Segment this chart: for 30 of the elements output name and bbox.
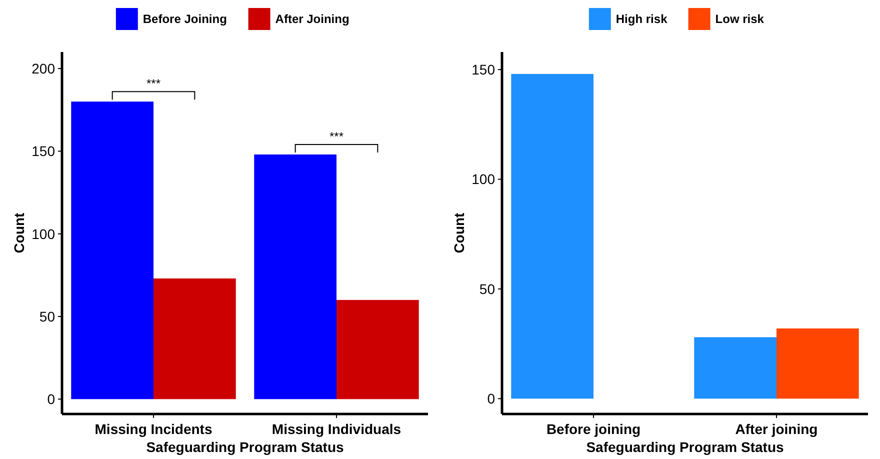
y-tick-label: 200	[32, 60, 56, 77]
y-tick-label: 50	[39, 308, 56, 324]
y-axis-title: Count	[451, 212, 467, 254]
bar	[511, 74, 594, 399]
bar	[694, 337, 776, 399]
y-tick-label: 100	[32, 226, 56, 242]
x-axis-title: Safeguarding Program Status	[146, 439, 344, 455]
x-tick-label: Before joining	[546, 421, 641, 437]
legend-label: Low risk	[715, 12, 764, 26]
annotation: ***	[146, 76, 161, 91]
bar	[154, 278, 236, 400]
bar	[254, 154, 336, 400]
x-axis-title: Safeguarding Program Status	[586, 439, 784, 455]
y-tick-label: 0	[47, 391, 56, 408]
bar	[776, 328, 859, 399]
y-tick-label: 150	[472, 62, 496, 78]
y-axis-title: Count	[11, 212, 27, 254]
annotation: ***	[329, 129, 344, 144]
y-tick-label: 0	[487, 390, 496, 407]
y-tick-label: 50	[479, 280, 496, 297]
bar	[336, 300, 419, 400]
legend-label: Before Joining	[142, 12, 227, 26]
bar	[71, 102, 154, 400]
x-tick-label: Missing Individuals	[272, 421, 402, 437]
y-tick-label: 100	[472, 171, 496, 188]
legend-label: High risk	[616, 12, 668, 26]
y-tick-label: 150	[32, 143, 56, 160]
legend-label: After Joining	[275, 12, 350, 26]
x-tick-label: After joining	[735, 421, 818, 437]
x-tick-label: Missing Incidents	[94, 421, 212, 437]
